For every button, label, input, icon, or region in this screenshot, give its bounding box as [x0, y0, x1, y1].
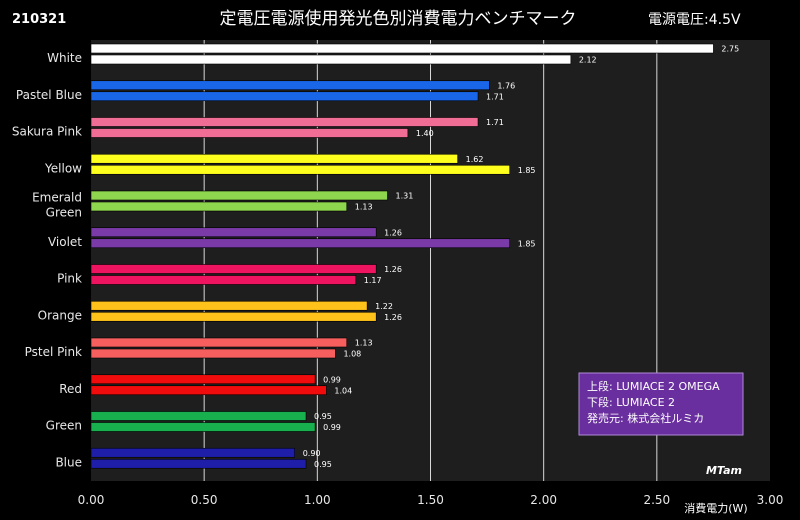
bar-lumiace2 [90, 128, 409, 138]
bar-lumiace2 [90, 91, 479, 102]
bar-value-label: 1.76 [497, 81, 515, 90]
bar-value-label: 1.22 [375, 302, 393, 311]
bar-lumiace2 [90, 348, 336, 359]
bar-omega [90, 190, 388, 201]
bar-value-label: 0.95 [314, 412, 332, 421]
bar-value-label: 1.71 [486, 118, 504, 127]
bar-omega [90, 447, 295, 458]
x-tick-label: 3.00 [757, 493, 784, 507]
watermark: MTam [706, 464, 742, 477]
x-axis-label: 消費電力(W) [684, 501, 747, 515]
legend-line-distributor: 発売元: 株式会社ルミカ [587, 411, 704, 425]
category-label: Yellow [44, 161, 82, 175]
bar-value-label: 1.26 [384, 313, 402, 322]
x-tick-label: 0.50 [191, 493, 218, 507]
category-label: White [47, 51, 82, 65]
bar-lumiace2 [90, 385, 327, 396]
bar-lumiace2 [90, 422, 316, 432]
bar-lumiace2 [90, 201, 348, 212]
bar-lumiace2 [90, 54, 572, 65]
bar-value-label: 2.75 [721, 45, 739, 54]
bar-lumiace2 [90, 311, 377, 322]
bar-value-label: 1.31 [395, 192, 413, 201]
category-label: Pink [57, 272, 82, 286]
category-label: Blue [55, 455, 82, 469]
bar-omega [90, 411, 307, 421]
x-tick-label: 1.50 [417, 493, 444, 507]
bar-omega [90, 117, 479, 127]
x-tick-label: 0.00 [78, 493, 105, 507]
bar-value-label: 1.13 [355, 203, 373, 212]
bar-value-label: 0.99 [323, 375, 341, 384]
legend-line-bottom-series: 下段: LUMIACE 2 [587, 395, 675, 409]
grid-lines [203, 40, 658, 481]
bar-value-label: 1.17 [364, 276, 382, 285]
bar-omega [90, 43, 714, 54]
legend-line-top-series: 上段: LUMIACE 2 OMEGA [587, 379, 720, 393]
category-label: Red [59, 382, 82, 396]
bar-value-label: 1.08 [343, 350, 361, 359]
bar-value-label: 1.85 [518, 239, 536, 248]
category-label: Pstel Pink [25, 345, 82, 359]
bar-omega [90, 337, 348, 348]
bar-omega [90, 153, 458, 164]
bar-value-label: 0.90 [303, 449, 321, 458]
bar-lumiace2 [90, 164, 511, 175]
chart-title: 定電圧電源使用発光色別消費電力ベンチマーク [220, 8, 577, 29]
bar-lumiace2 [90, 238, 511, 249]
x-tick-label: 2.00 [530, 493, 557, 507]
category-label: Green [46, 206, 82, 220]
category-label: Pastel Blue [16, 88, 82, 102]
bar-value-label: 1.85 [518, 166, 536, 175]
category-label: Violet [48, 235, 82, 249]
bar-omega [90, 80, 490, 91]
chart-id-code: 210321 [12, 12, 66, 27]
bar-value-label: 1.26 [384, 228, 402, 237]
x-axis-ticks: 0.00 0.50 1.00 1.50 2.00 2.50 3.00 [78, 493, 784, 507]
bar-lumiace2 [90, 458, 307, 469]
category-label: Emerald [32, 191, 82, 205]
bar-value-label: 1.71 [486, 92, 504, 101]
x-tick-label: 2.50 [643, 493, 670, 507]
category-label: Green [46, 419, 82, 433]
category-labels: White Pastel Blue Sakura Pink Yellow Emerald… [12, 51, 82, 469]
bar-value-label: 1.13 [355, 339, 373, 348]
bar-omega [90, 374, 316, 385]
bar-omega [90, 300, 368, 311]
bar-value-label: 1.04 [334, 386, 352, 395]
bar-value-label: 0.99 [323, 423, 341, 432]
category-label: Sakura Pink [12, 125, 82, 139]
bar-value-label: 1.40 [416, 129, 434, 138]
bars: 2.75 2.12 1.76 1.71 1.71 1.40 1.62 1.85 1.31 1.13… [90, 43, 739, 469]
bar-value-label: 2.12 [579, 56, 597, 65]
bar-value-label: 1.26 [384, 265, 402, 274]
bar-value-label: 1.62 [466, 155, 484, 164]
voltage-note: 電源電圧:4.5V [648, 12, 741, 28]
bar-omega [90, 227, 377, 238]
category-label: Orange [38, 308, 82, 322]
bar-lumiace2 [90, 275, 357, 285]
x-tick-label: 1.00 [304, 493, 331, 507]
legend-box-background [578, 372, 744, 436]
series-legend-box: 上段: LUMIACE 2 OMEGA 下段: LUMIACE 2 発売元: 株… [578, 372, 744, 436]
bar-value-label: 0.95 [314, 460, 332, 469]
bar-omega [90, 264, 377, 274]
